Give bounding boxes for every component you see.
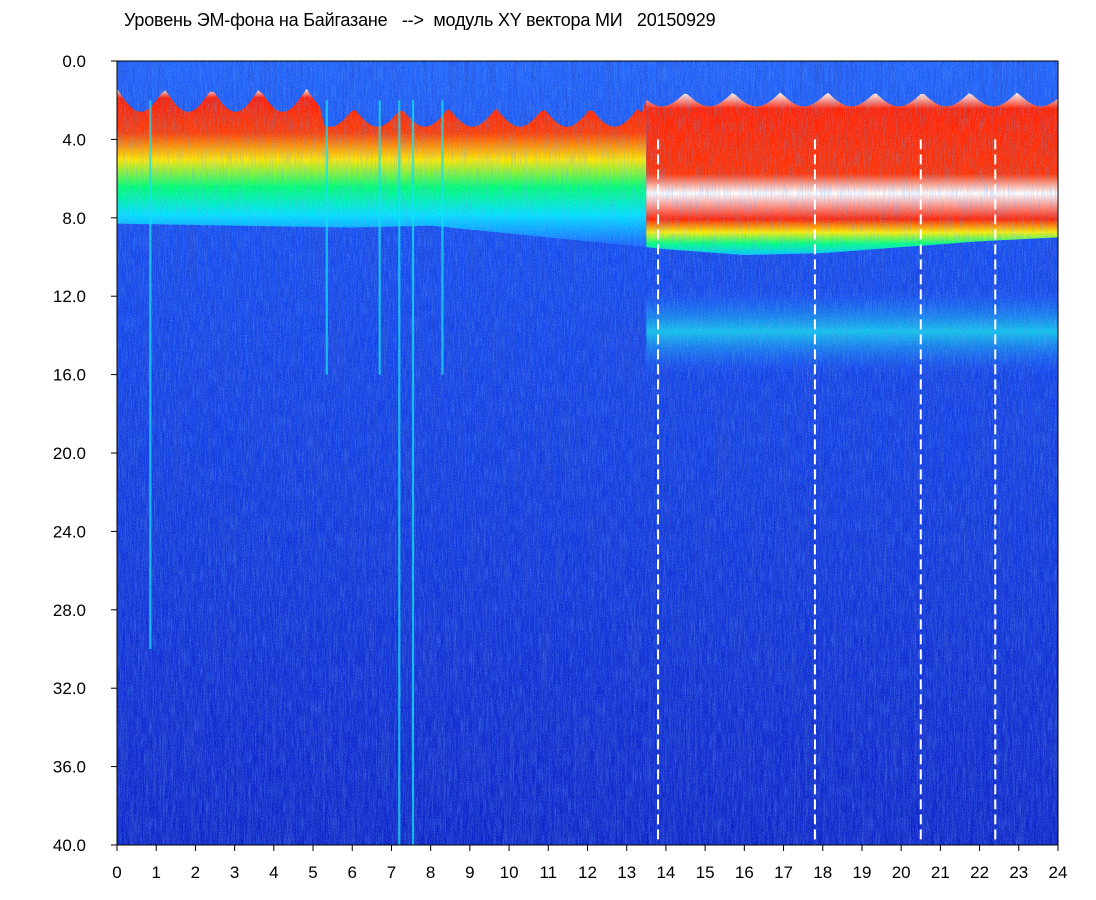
x-tick-label: 22 — [970, 863, 989, 882]
y-tick-label: 24.0 — [53, 522, 86, 541]
x-tick-label: 10 — [500, 863, 519, 882]
x-tick-label: 24 — [1049, 863, 1068, 882]
x-tick-label: 23 — [1009, 863, 1028, 882]
y-tick-label: 20.0 — [53, 444, 86, 463]
x-tick-label: 18 — [813, 863, 832, 882]
y-axis: 0.0 4.0 8.0 12.0 16.0 20.0 24.0 28.0 32.0 36.0 40.… — [53, 52, 117, 855]
y-tick-label: 16.0 — [53, 366, 86, 385]
y-tick-label: 40.0 — [53, 836, 86, 855]
x-tick-label: 14 — [656, 863, 675, 882]
y-tick-label: 12.0 — [53, 287, 86, 306]
x-tick-label: 0 — [112, 863, 121, 882]
x-tick-label: 16 — [735, 863, 754, 882]
x-tick-label: 3 — [230, 863, 239, 882]
y-tick-label: 36.0 — [53, 758, 86, 777]
x-tick-label: 6 — [348, 863, 357, 882]
y-tick-label: 0.0 — [62, 52, 86, 71]
x-tick-label: 2 — [191, 863, 200, 882]
chart-title: Уровень ЭМ-фона на Байгазане --> модуль … — [124, 10, 716, 30]
dashed-markers — [657, 139, 997, 845]
x-tick-label: 19 — [852, 863, 871, 882]
y-tick-label: 32.0 — [53, 679, 86, 698]
x-tick-label: 21 — [931, 863, 950, 882]
x-tick-label: 1 — [151, 863, 160, 882]
y-tick-label: 4.0 — [62, 130, 86, 149]
y-tick-label: 28.0 — [53, 601, 86, 620]
x-tick-label: 4 — [269, 863, 278, 882]
speckle-texture — [117, 61, 1058, 845]
x-tick-label: 9 — [465, 863, 474, 882]
x-tick-label: 13 — [617, 863, 636, 882]
spectrogram-area — [117, 61, 1058, 845]
x-tick-label: 11 — [539, 863, 557, 882]
y-tick-label: 8.0 — [62, 209, 86, 228]
x-axis: 0 1 2 3 4 5 6 7 8 9 10 11 12 13 14 15 16 17 18 19 20 21 22 23 24 — [112, 845, 1067, 882]
x-tick-label: 12 — [578, 863, 597, 882]
x-tick-label: 20 — [892, 863, 911, 882]
x-tick-label: 17 — [774, 863, 793, 882]
x-tick-label: 8 — [426, 863, 435, 882]
x-tick-label: 15 — [696, 863, 715, 882]
x-tick-label: 7 — [387, 863, 396, 882]
x-tick-label: 5 — [308, 863, 317, 882]
